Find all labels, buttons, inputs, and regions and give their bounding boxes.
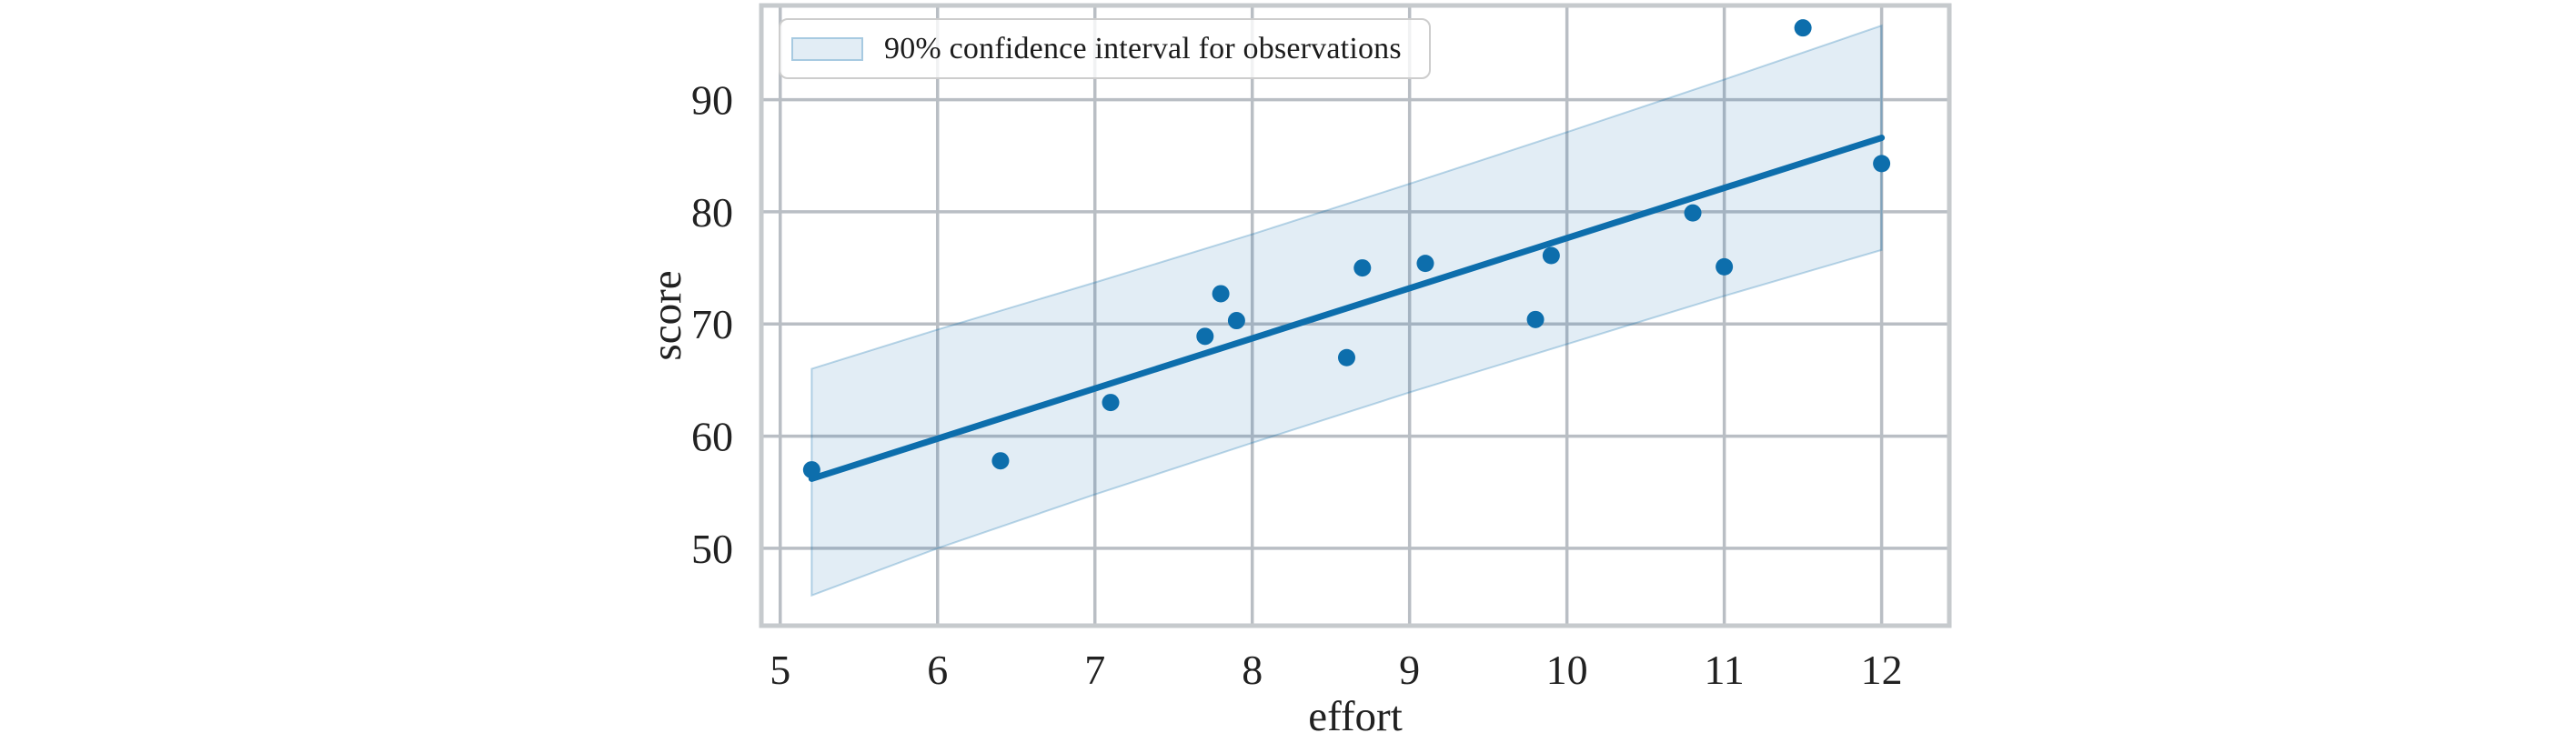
data-point bbox=[1526, 310, 1545, 328]
grid-layer bbox=[761, 5, 1949, 626]
axis-label-layer: effort score bbox=[643, 270, 1403, 740]
tick-label-layer: 5 6 7 8 9 10 11 12 50 60 70 80 90 bbox=[691, 77, 1903, 693]
regression-line-layer bbox=[808, 135, 1886, 482]
data-point bbox=[1542, 246, 1560, 265]
data-point bbox=[1102, 394, 1120, 412]
x-tick-label: 12 bbox=[1861, 647, 1903, 693]
data-point bbox=[1684, 204, 1702, 222]
x-tick-label: 8 bbox=[1242, 647, 1263, 693]
x-tick-label: 6 bbox=[927, 647, 948, 693]
confidence-band-swatch-icon bbox=[791, 36, 863, 61]
regression-line bbox=[808, 135, 1886, 482]
data-point bbox=[802, 461, 820, 479]
y-tick-label: 50 bbox=[691, 526, 733, 572]
plot-frame-layer bbox=[759, 3, 1952, 628]
x-tick-label: 9 bbox=[1399, 647, 1420, 693]
legend: 90% confidence interval for observations bbox=[779, 18, 1431, 79]
y-tick-label: 60 bbox=[691, 414, 733, 460]
legend-label: 90% confidence interval for observations bbox=[884, 31, 1402, 65]
data-point bbox=[1212, 285, 1230, 303]
data-point bbox=[1227, 312, 1245, 330]
data-point bbox=[991, 452, 1010, 470]
data-point bbox=[1794, 19, 1812, 37]
x-tick-label: 5 bbox=[770, 647, 790, 693]
data-point bbox=[1716, 257, 1734, 276]
x-axis-label: effort bbox=[1308, 693, 1403, 740]
data-point bbox=[1873, 155, 1891, 173]
x-tick-label: 10 bbox=[1546, 647, 1588, 693]
data-point bbox=[1196, 327, 1214, 346]
data-point bbox=[1416, 255, 1434, 273]
x-tick-label: 11 bbox=[1704, 647, 1744, 693]
y-axis-label: score bbox=[643, 270, 690, 360]
data-point bbox=[1353, 259, 1372, 277]
y-tick-label: 70 bbox=[691, 301, 733, 347]
y-tick-label: 90 bbox=[691, 77, 733, 124]
data-point-layer bbox=[802, 19, 1891, 479]
y-tick-label: 80 bbox=[691, 189, 733, 236]
data-point bbox=[1337, 348, 1355, 366]
x-tick-label: 7 bbox=[1084, 647, 1105, 693]
plot-frame bbox=[759, 3, 1952, 628]
